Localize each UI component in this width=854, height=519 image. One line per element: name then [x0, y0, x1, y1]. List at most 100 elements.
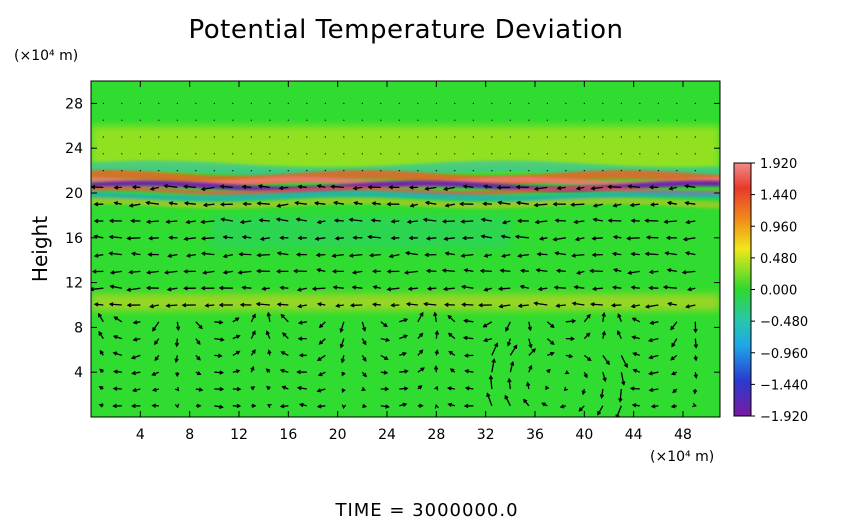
wind-arrow-head — [112, 334, 118, 340]
wind-arrow — [509, 362, 514, 373]
field-layers — [91, 125, 720, 311]
wind-arrow-head — [535, 268, 541, 273]
wind-arrow-head — [684, 184, 689, 189]
wind-dot — [380, 153, 382, 155]
wind-arrow — [399, 318, 408, 323]
wind-arrow — [184, 185, 196, 189]
wind-arrow-head — [204, 303, 210, 308]
wind-arrow — [114, 370, 122, 373]
wind-arrow — [484, 185, 492, 189]
wind-arrow — [176, 321, 180, 330]
wind-arrow — [203, 270, 215, 274]
wind-arrow — [546, 338, 555, 345]
wind-dot — [269, 136, 271, 138]
x-tick-label: 48 — [674, 427, 692, 443]
wind-arrow-head — [297, 336, 303, 341]
wind-arrow-head — [536, 251, 542, 257]
wind-arrow-head — [235, 317, 240, 322]
wind-dot — [435, 136, 437, 138]
wind-arrow-head — [404, 251, 410, 256]
wind-arrow — [349, 253, 363, 257]
wind-arrow-head — [132, 320, 138, 325]
wind-arrow-head — [434, 403, 439, 409]
wind-dot — [158, 136, 160, 138]
wind-arrow-head — [419, 311, 424, 317]
wind-arrow-head — [297, 235, 303, 241]
wind-dot — [343, 153, 345, 155]
wind-arrow-head — [607, 218, 613, 223]
wind-arrow — [223, 253, 233, 258]
wind-arrow-head — [573, 285, 579, 290]
wind-arrow-head — [587, 356, 592, 362]
wind-dot — [380, 102, 382, 104]
wind-dot — [195, 136, 197, 138]
wind-arrow — [444, 186, 455, 190]
wind-arrow-head — [235, 350, 241, 355]
wind-dot — [546, 136, 548, 138]
wind-arrow — [113, 335, 123, 340]
wind-arrow-head — [505, 327, 510, 332]
wind-arrow-head — [237, 270, 243, 275]
wind-arrow-head — [386, 269, 392, 274]
wind-dot — [491, 136, 493, 138]
x-tick-label: 16 — [279, 427, 297, 443]
wind-dot — [139, 102, 141, 104]
wind-arrow-head — [590, 186, 596, 191]
wind-arrow-head — [629, 202, 635, 208]
wind-arrow — [111, 270, 122, 274]
wind-arrow — [315, 202, 326, 205]
wind-arrow-head — [550, 351, 555, 356]
wind-arrow-head — [671, 342, 676, 348]
wind-arrow-head — [219, 386, 225, 392]
wind-arrow — [523, 399, 530, 407]
wind-arrow-head — [296, 287, 302, 292]
wind-arrow-head — [462, 235, 467, 241]
wind-dot — [528, 153, 530, 155]
wind-arrow — [444, 287, 455, 290]
wind-arrow — [464, 269, 474, 273]
wind-arrow-head — [130, 355, 136, 360]
wind-dot — [306, 170, 308, 172]
wind-arrow-head — [278, 185, 284, 191]
wind-arrow — [147, 220, 159, 223]
wind-arrow — [406, 252, 418, 256]
wind-dot — [361, 153, 363, 155]
wind-arrow — [319, 321, 326, 328]
wind-arrow — [297, 287, 307, 291]
wind-dot — [269, 170, 271, 172]
wind-arrow — [682, 270, 696, 274]
wind-arrow — [648, 337, 659, 342]
wind-dot — [195, 170, 197, 172]
wind-arrow-head — [443, 186, 448, 192]
wind-arrow — [150, 304, 159, 308]
wind-arrow-head — [175, 386, 180, 392]
wind-arrow-head — [488, 374, 494, 380]
wind-arrow-head — [550, 340, 555, 346]
x-tick-label: 32 — [477, 427, 495, 443]
wind-arrow-head — [202, 202, 208, 208]
wind-arrow-head — [644, 218, 649, 223]
wind-arrow-head — [447, 402, 453, 407]
wind-dot — [620, 153, 622, 155]
wind-arrow-head — [181, 302, 187, 308]
wind-arrow — [574, 220, 585, 223]
wind-arrow — [628, 185, 640, 189]
wind-arrow-head — [98, 330, 103, 336]
wind-dot — [676, 136, 678, 138]
wind-arrow — [557, 186, 566, 190]
wind-arrow-head — [462, 335, 468, 341]
wind-arrow-head — [112, 403, 117, 409]
wind-arrow-head — [670, 356, 675, 361]
wind-arrow — [315, 237, 326, 240]
wind-arrow — [109, 252, 122, 256]
wind-arrow — [95, 253, 104, 257]
wind-arrow-head — [185, 219, 191, 225]
wind-arrow-head — [612, 203, 618, 208]
wind-arrow — [184, 237, 196, 240]
wind-arrow-head — [267, 404, 272, 409]
wind-arrow — [127, 287, 141, 291]
y-axis-unit: (×10⁴ m) — [14, 48, 78, 64]
wind-arrow — [602, 355, 610, 365]
time-annotation: TIME = 3000000.0 — [334, 500, 518, 519]
wind-arrow-head — [390, 303, 395, 308]
